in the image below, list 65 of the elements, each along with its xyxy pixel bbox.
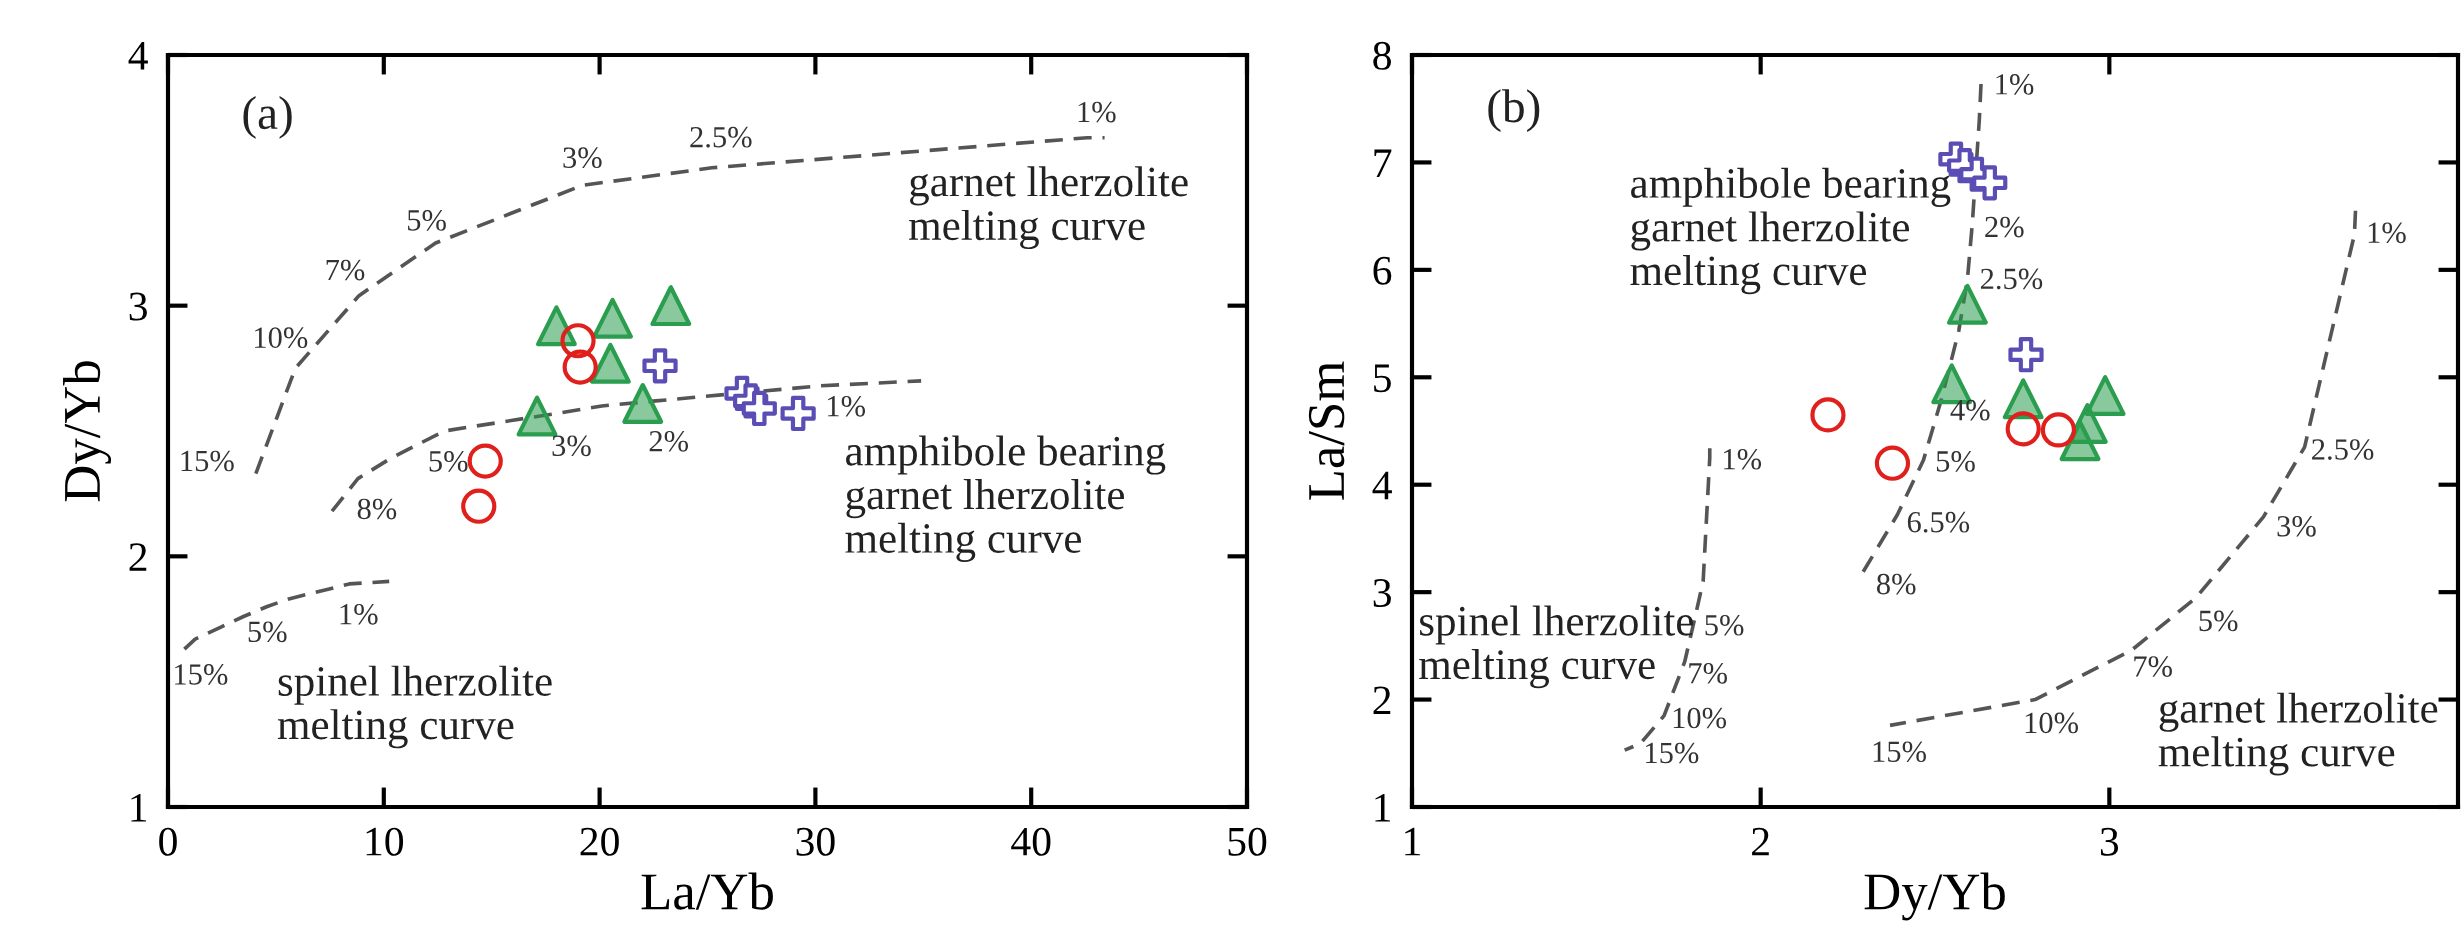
- annotation: 2.5%: [2312, 439, 2374, 460]
- annotation: 5%: [2199, 610, 2238, 632]
- annotation: 8%: [357, 498, 397, 520]
- annotation: 5%: [429, 451, 468, 472]
- series-label: amphibole bearing garnet lherzolite melting curve: [845, 435, 1166, 562]
- y-axis-title: Dy/Yb: [63, 361, 112, 502]
- series-label: spinel lherzolite melting curve: [277, 665, 552, 749]
- annotation: 15%: [1646, 742, 1699, 764]
- annotation: 5%: [1936, 451, 1975, 472]
- annotation: 2.5%: [1980, 268, 2043, 290]
- annotation: 4%: [1950, 399, 1990, 421]
- x-tick-label: 40: [1011, 827, 1051, 856]
- y-tick-label: 3: [129, 292, 147, 321]
- annotation: 3%: [563, 147, 602, 169]
- annotation: (a): [243, 96, 292, 139]
- annotation: 8%: [1876, 573, 1916, 595]
- annotation: 1%: [2368, 222, 2406, 244]
- annotation: 1%: [1996, 74, 2034, 95]
- y-axis-title: La/Sm: [1308, 361, 1345, 500]
- annotation: 2.5%: [690, 126, 752, 148]
- y-tick-label: 2: [129, 543, 147, 571]
- y-tick-label: 4: [1372, 471, 1392, 500]
- annotation: 2%: [649, 430, 689, 452]
- annotation: 7%: [2134, 656, 2172, 677]
- annotation: 7%: [326, 259, 365, 281]
- annotation: 3%: [2277, 515, 2316, 537]
- x-tick-label: 10: [366, 827, 404, 856]
- y-tick-label: 5: [1374, 364, 1391, 393]
- series-label: garnet lherzolite melting curve: [2158, 692, 2438, 776]
- annotation: (b): [1488, 89, 1540, 133]
- x-tick-label: 0: [159, 827, 177, 856]
- annotation: 5%: [408, 210, 446, 231]
- y-tick-label: 3: [1373, 579, 1391, 608]
- x-axis-title: Dy/Yb: [1864, 872, 2005, 921]
- annotation: 10%: [2025, 712, 2079, 734]
- y-tick-label: 4: [128, 42, 148, 70]
- y-tick-label: 7: [1374, 149, 1392, 177]
- y-tick-label: 2: [1373, 686, 1391, 715]
- series-label: amphibole bearing garnet lherzolite melting curve: [1630, 167, 1951, 295]
- annotation: 15%: [181, 450, 234, 472]
- y-tick-label: 8: [1373, 41, 1391, 70]
- annotation: 1%: [340, 603, 378, 625]
- y-tick-label: 1: [131, 793, 147, 822]
- annotation: 3%: [552, 435, 591, 457]
- x-tick-label: 3: [2100, 827, 2119, 856]
- annotation: 10%: [255, 327, 308, 349]
- x-tick-label: 30: [796, 827, 835, 856]
- x-axis-title: La/Yb: [641, 872, 773, 910]
- annotation: 15%: [175, 664, 228, 685]
- annotation: 15%: [1873, 741, 1926, 763]
- x-tick-label: 50: [1228, 827, 1267, 856]
- annotation: 1%: [1078, 101, 1116, 123]
- annotation: 5%: [248, 621, 287, 643]
- x-tick-label: 2: [1752, 827, 1769, 856]
- annotation: 10%: [1673, 707, 1727, 729]
- annotation: 5%: [1705, 614, 1744, 636]
- x-tick-label: 1: [1405, 827, 1420, 856]
- x-tick-label: 20: [580, 827, 619, 856]
- series-label: garnet lherzolite melting curve: [909, 166, 1188, 250]
- y-tick-label: 1: [1375, 793, 1391, 822]
- annotation: 1%: [828, 395, 866, 417]
- annotation: 2%: [1985, 216, 2024, 238]
- annotation: 1%: [1724, 448, 1762, 470]
- annotation: 6.5%: [1907, 511, 1970, 533]
- y-tick-label: 6: [1373, 256, 1392, 285]
